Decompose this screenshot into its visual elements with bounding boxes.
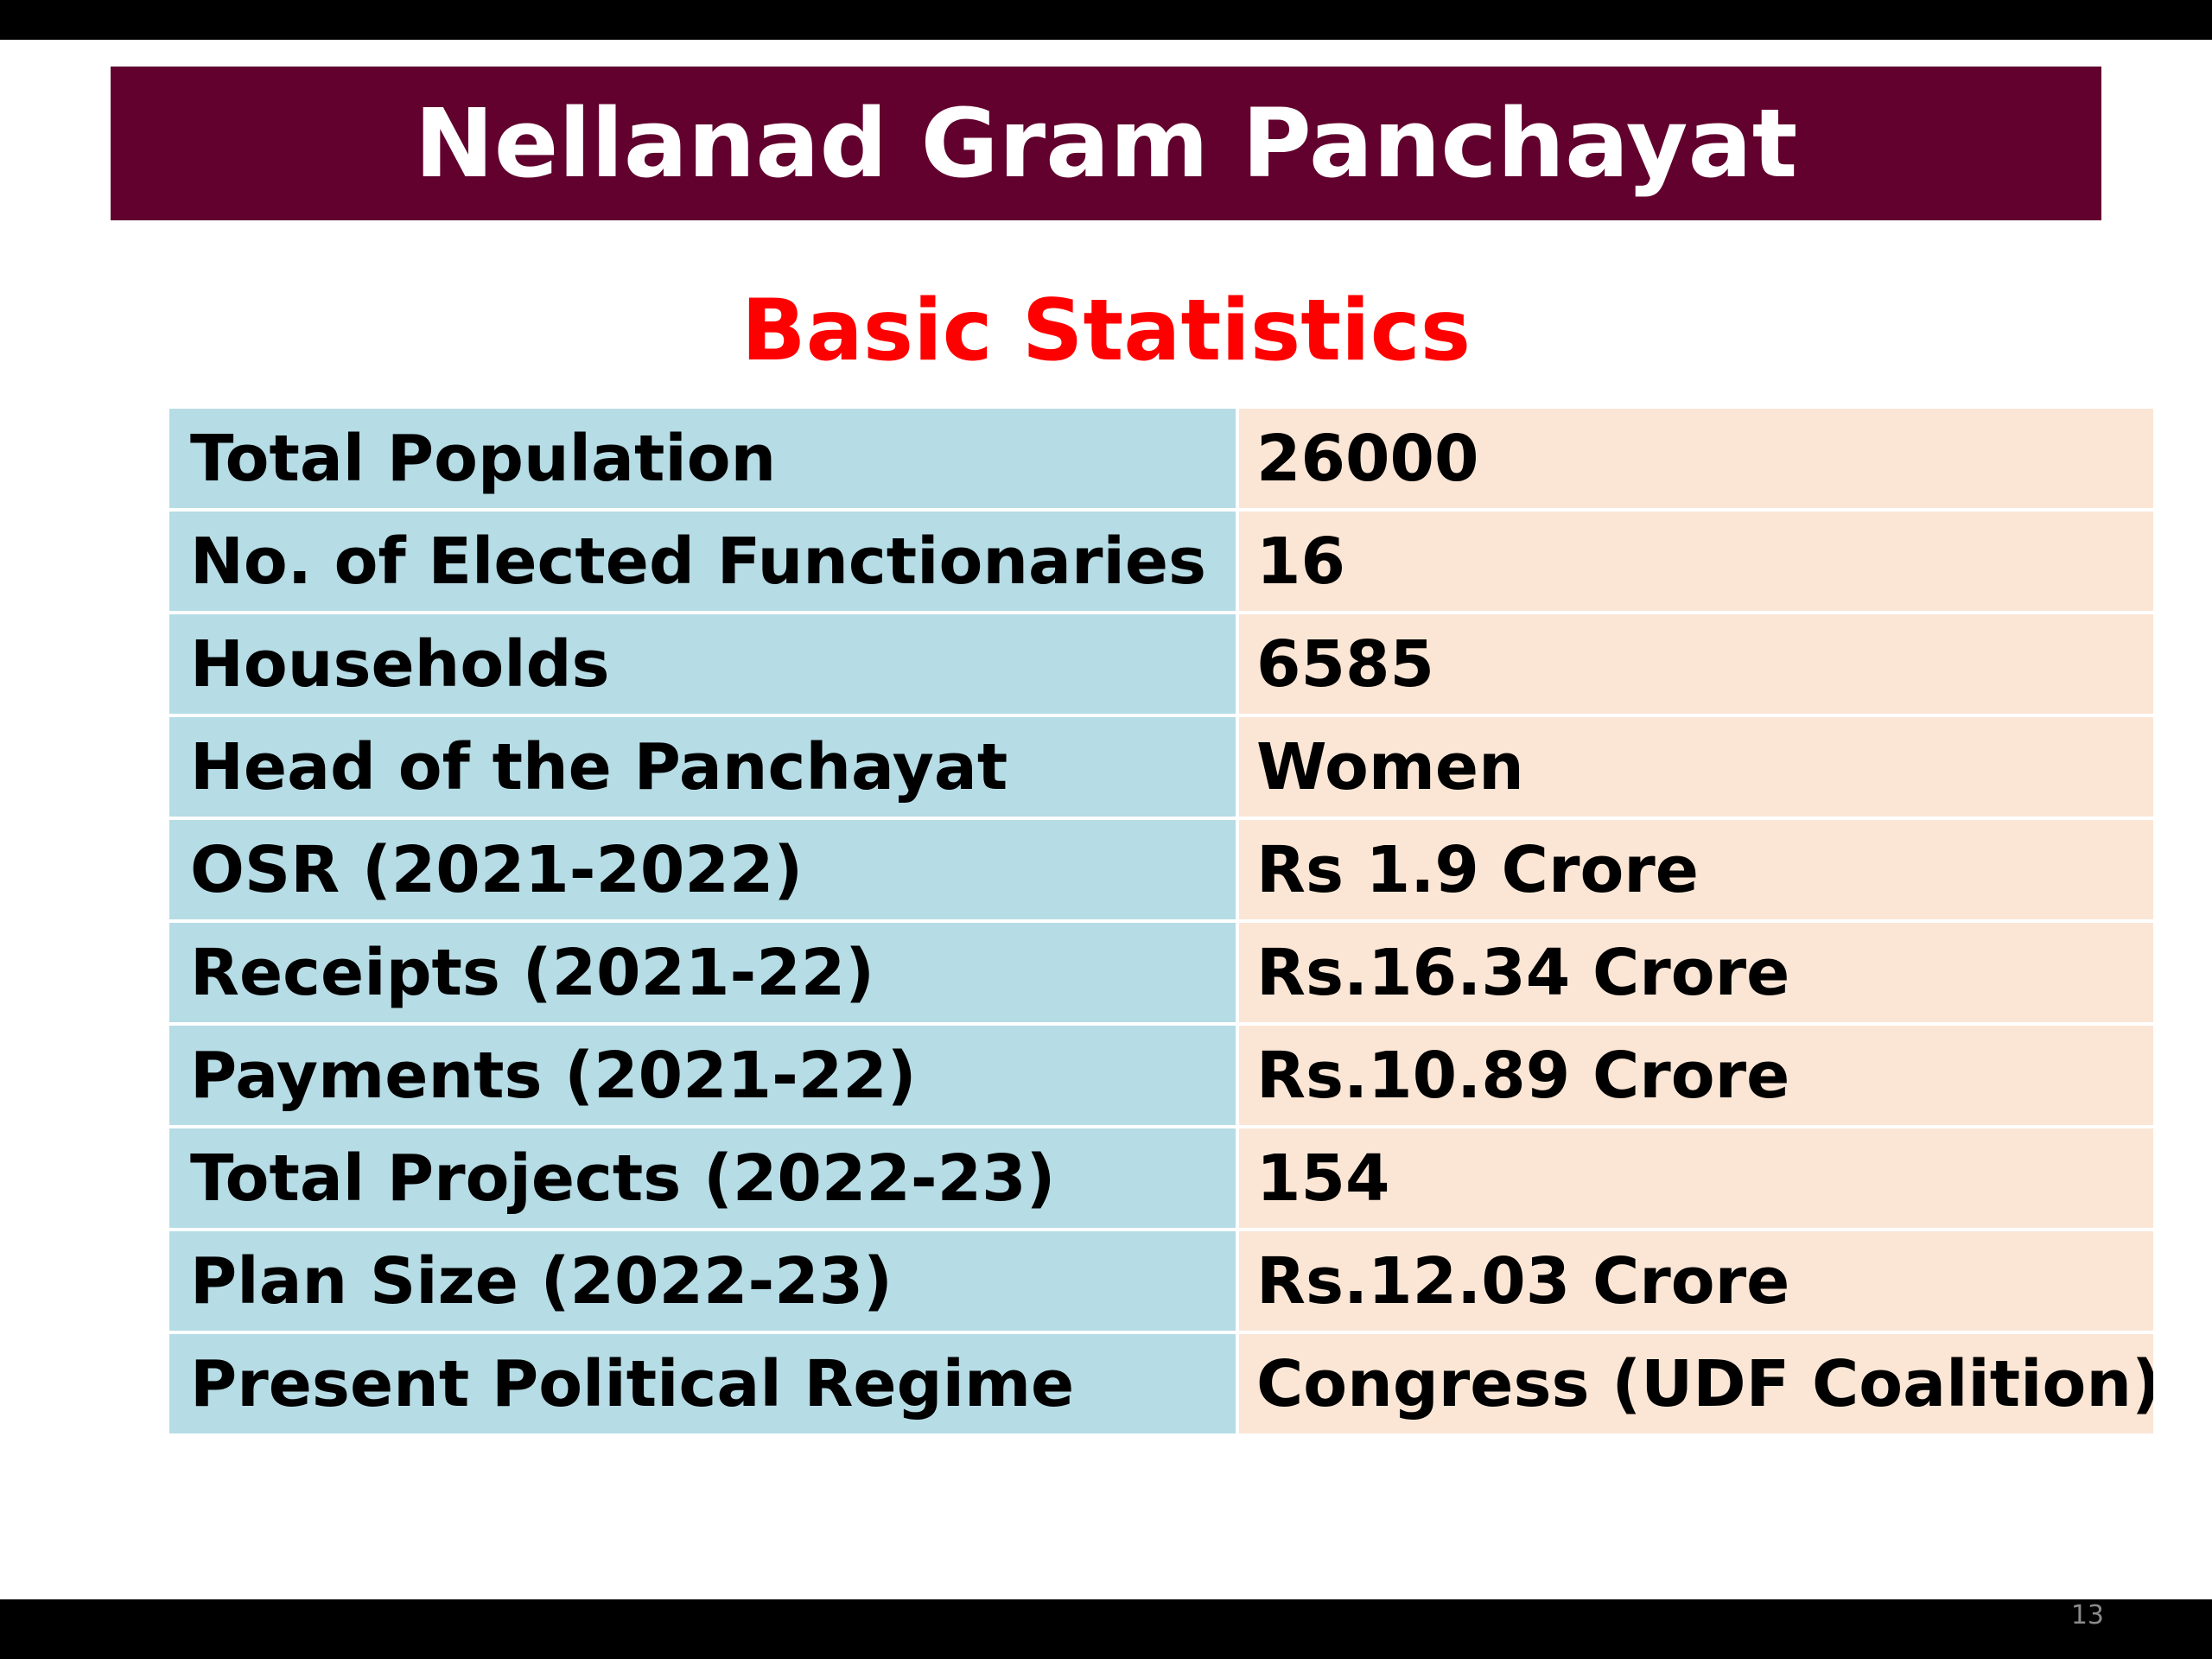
stat-value: Women bbox=[1236, 714, 2157, 820]
stat-value: Congress (UDF Coalition) bbox=[1236, 1331, 2157, 1437]
stat-value: 154 bbox=[1236, 1125, 2157, 1231]
stat-label: OSR (2021-2022) bbox=[166, 817, 1239, 923]
table-row: Present Political Regime Congress (UDF C… bbox=[166, 1331, 2157, 1437]
page-number: 13 bbox=[2070, 1600, 2104, 1630]
table-row: Total Projects (2022-23) 154 bbox=[166, 1125, 2157, 1231]
table-row: Receipts (2021-22) Rs.16.34 Crore bbox=[166, 919, 2157, 1026]
stat-label: Payments (2021-22) bbox=[166, 1022, 1239, 1128]
title-banner: Nellanad Gram Panchayat bbox=[111, 67, 2101, 220]
table-row: Households 6585 bbox=[166, 611, 2157, 717]
stat-label: Total Population bbox=[166, 405, 1239, 512]
table-row: No. of Elected Functionaries 16 bbox=[166, 508, 2157, 614]
table-row: Total Population 26000 bbox=[166, 405, 2157, 512]
bottom-letterbox-bar bbox=[0, 1599, 2212, 1659]
stat-label: No. of Elected Functionaries bbox=[166, 508, 1239, 614]
stat-label: Total Projects (2022-23) bbox=[166, 1125, 1239, 1231]
slide-title: Nellanad Gram Panchayat bbox=[414, 88, 1798, 199]
slide-subtitle: Basic Statistics bbox=[741, 282, 1471, 380]
table-row: Payments (2021-22) Rs.10.89 Crore bbox=[166, 1022, 2157, 1128]
stat-value: Rs.12.03 Crore bbox=[1236, 1228, 2157, 1334]
statistics-table: Total Population 26000 No. of Elected Fu… bbox=[166, 405, 2157, 1437]
stat-value: 6585 bbox=[1236, 611, 2157, 717]
table-row: OSR (2021-2022) Rs 1.9 Crore bbox=[166, 817, 2157, 923]
stat-label: Plan Size (2022-23) bbox=[166, 1228, 1239, 1334]
table-row: Head of the Panchayat Women bbox=[166, 714, 2157, 820]
stat-label: Head of the Panchayat bbox=[166, 714, 1239, 820]
top-letterbox-bar bbox=[0, 0, 2212, 40]
stat-value: Rs.10.89 Crore bbox=[1236, 1022, 2157, 1128]
stat-value: 16 bbox=[1236, 508, 2157, 614]
stat-label: Households bbox=[166, 611, 1239, 717]
stat-value: 26000 bbox=[1236, 405, 2157, 512]
stat-value: Rs 1.9 Crore bbox=[1236, 817, 2157, 923]
stat-value: Rs.16.34 Crore bbox=[1236, 919, 2157, 1026]
table-row: Plan Size (2022-23) Rs.12.03 Crore bbox=[166, 1228, 2157, 1334]
stat-label: Present Political Regime bbox=[166, 1331, 1239, 1437]
stat-label: Receipts (2021-22) bbox=[166, 919, 1239, 1026]
